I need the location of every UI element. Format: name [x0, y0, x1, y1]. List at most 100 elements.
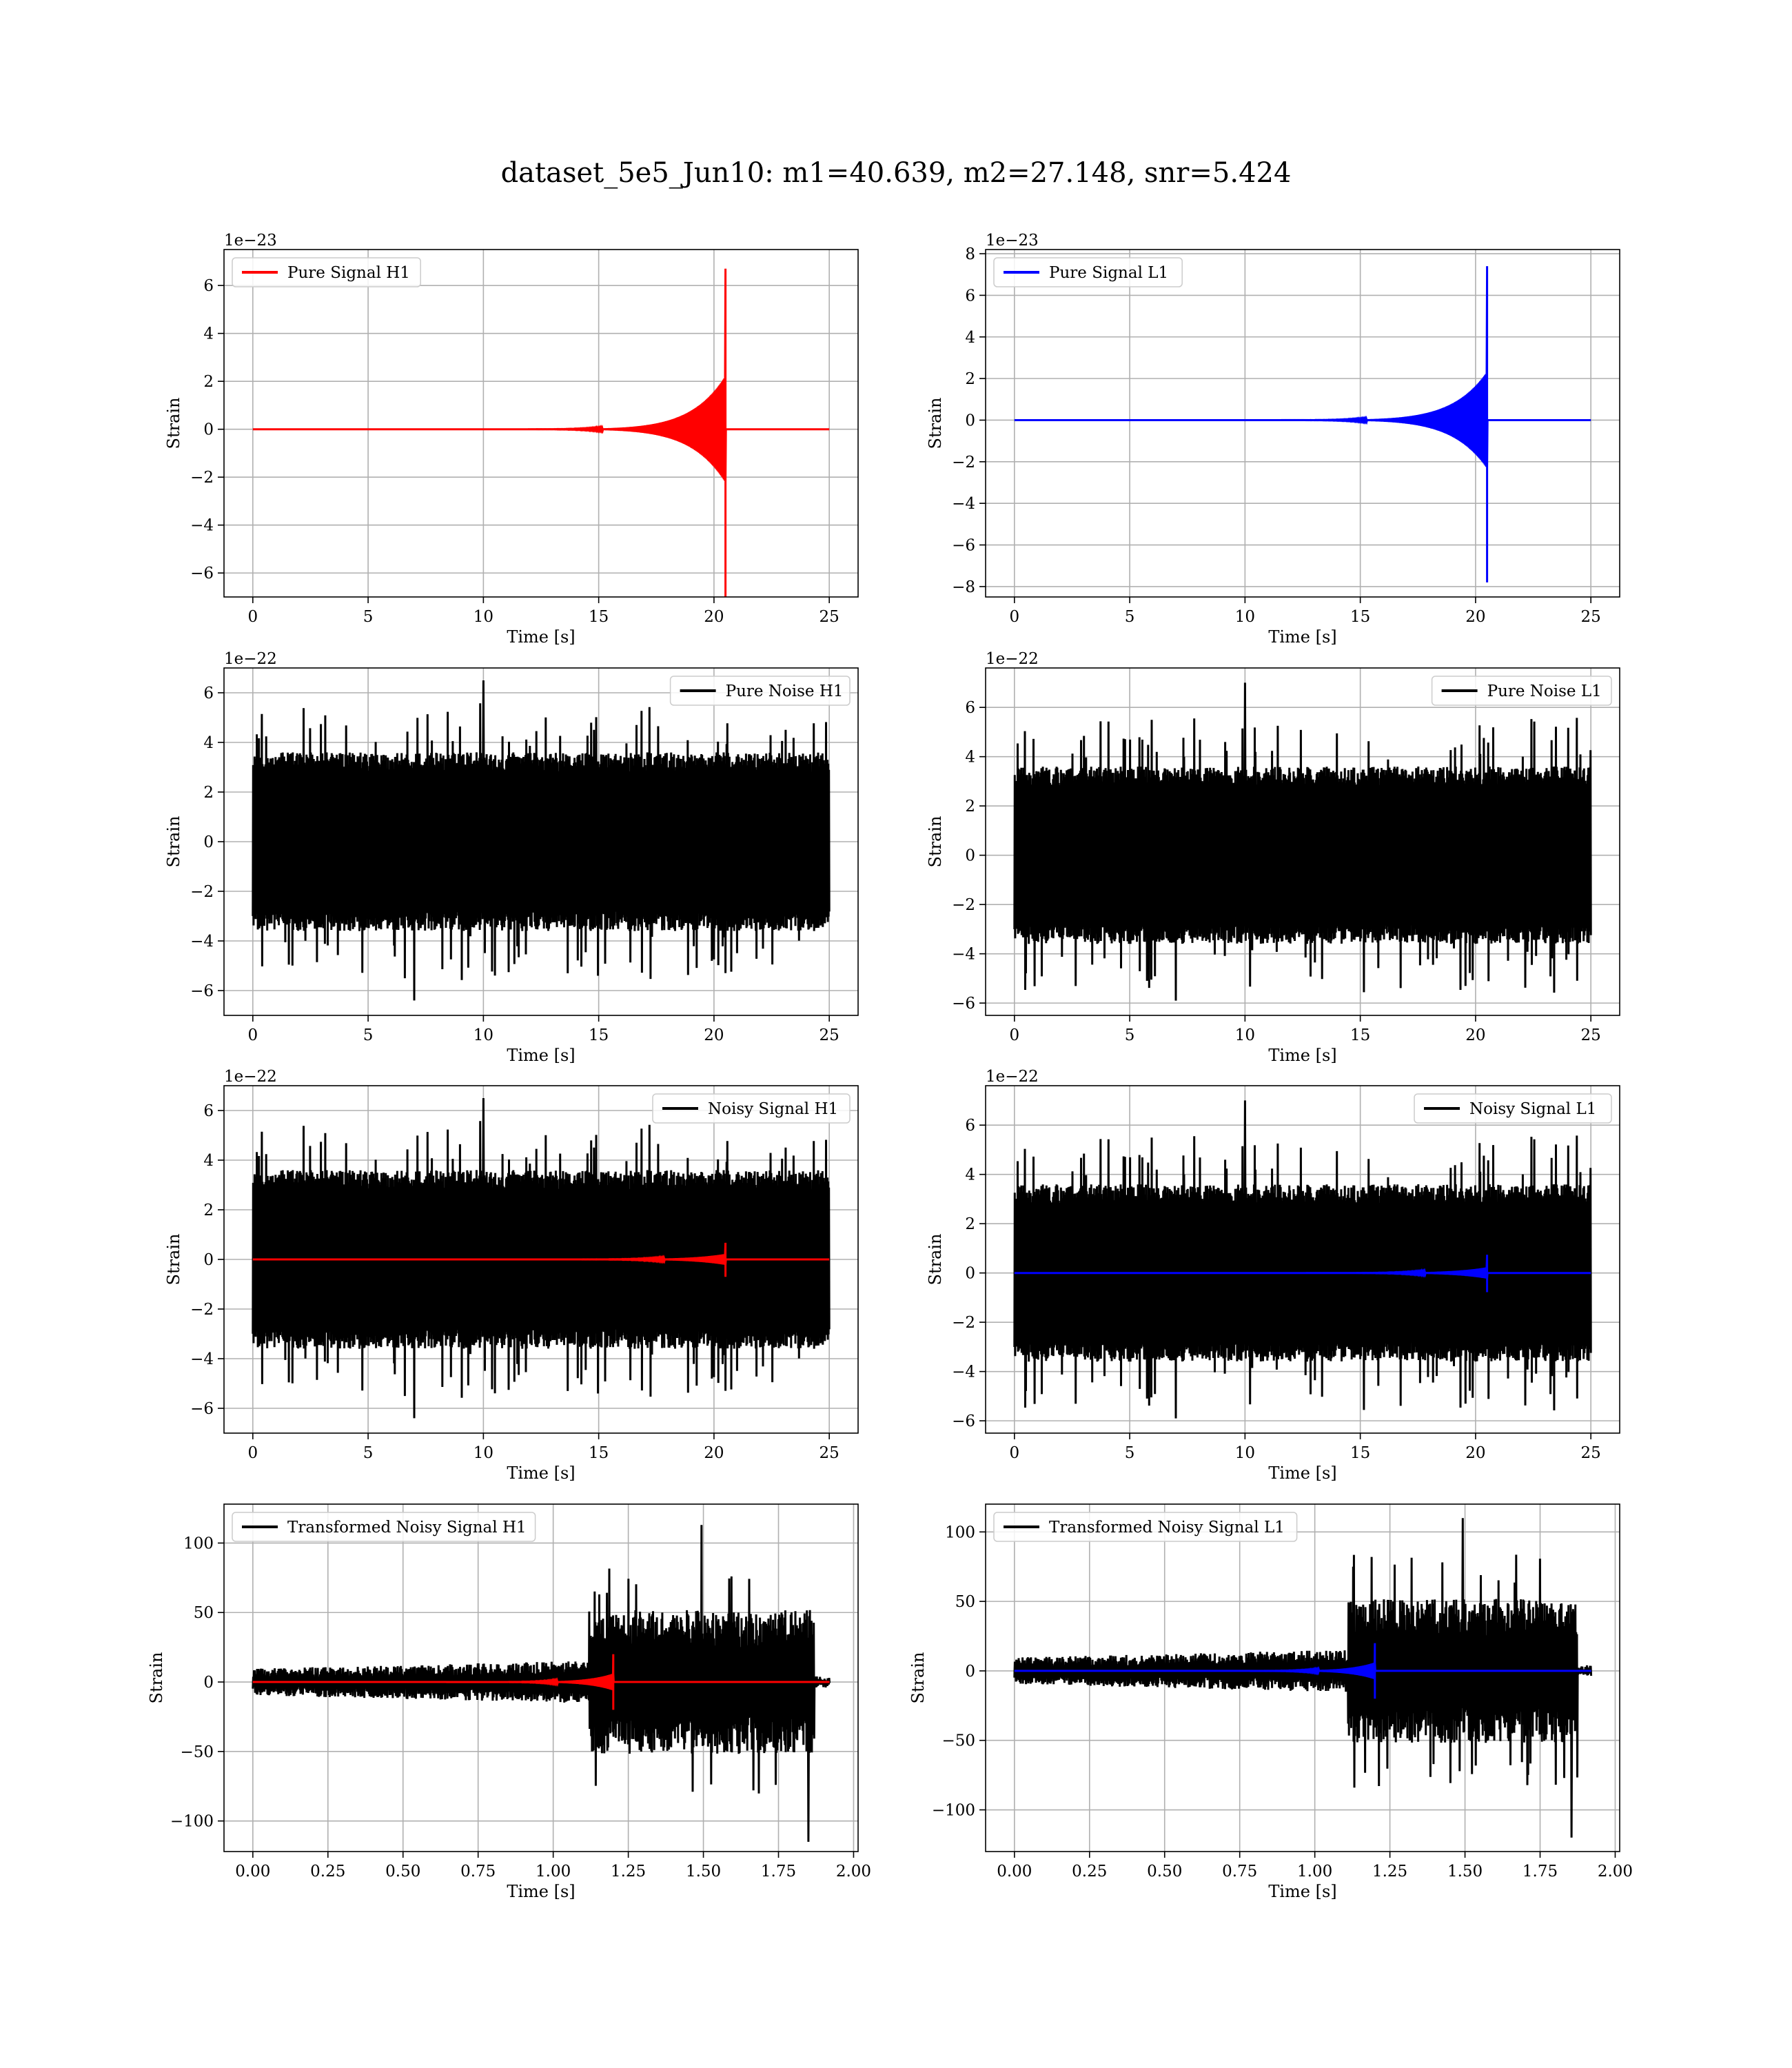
- legend: Transformed Noisy Signal H1: [232, 1512, 536, 1542]
- legend: Pure Signal H1: [232, 257, 421, 287]
- y-tick-label: −6: [190, 1400, 214, 1418]
- subplot-pure-noise-l1: 0 5 10 15 20 25 −6 −4 −2 0 2 4 6 Time [s] Strain 1e−22 P…: [926, 650, 1620, 1065]
- y-tick-label: 4: [203, 1152, 214, 1170]
- series-line: [252, 268, 830, 597]
- y-tick-label: −2: [952, 454, 975, 472]
- subplot-transformed-noisy-signal-l1: 0.00 0.25 0.50 0.75 1.00 1.25 1.50 1.75 2.00 −100…: [908, 1503, 1633, 1901]
- y-tick-label: −4: [190, 517, 214, 535]
- y-tick-label: 0: [203, 1251, 214, 1269]
- x-tick-label: 20: [704, 1026, 724, 1044]
- x-tick-label: 1.00: [1297, 1863, 1332, 1881]
- offset-text: 1e−22: [224, 1068, 277, 1086]
- y-tick-label: −6: [952, 1412, 975, 1430]
- legend-box: [993, 257, 1183, 287]
- y-tick-label: 0: [965, 1265, 975, 1283]
- offset-text: 1e−22: [986, 1068, 1039, 1086]
- y-tick-label: 2: [203, 373, 214, 391]
- x-tick-label: 5: [1125, 608, 1135, 626]
- y-tick-label: 6: [965, 699, 975, 717]
- y-tick-label: −2: [190, 883, 214, 901]
- legend-label: Noisy Signal L1: [1469, 1100, 1596, 1118]
- y-tick-label: −100: [932, 1802, 975, 1820]
- y-tick-label: −2: [190, 469, 214, 487]
- x-tick-label: 15: [589, 608, 609, 626]
- legend-box: [232, 1512, 536, 1542]
- y-tick-label: 4: [203, 325, 214, 343]
- plot-area: [252, 1097, 831, 1419]
- x-tick-label: 1.75: [761, 1863, 796, 1881]
- legend-label: Transformed Noisy Signal H1: [287, 1519, 527, 1537]
- x-tick-label: 5: [363, 608, 374, 626]
- y-tick-label: 4: [965, 329, 975, 347]
- x-axis-label: Time [s]: [507, 1882, 575, 1901]
- y-tick-label: −4: [190, 1350, 214, 1368]
- y-tick-label: 0: [203, 421, 214, 439]
- x-tick-label: 20: [1465, 1026, 1485, 1044]
- legend-box: [993, 1512, 1298, 1542]
- x-tick-label: 15: [1350, 608, 1370, 626]
- x-tick-label: 10: [1235, 608, 1255, 626]
- y-tick-label: 0: [203, 1674, 214, 1692]
- legend-label: Pure Noise H1: [726, 682, 844, 700]
- x-tick-label: 1.50: [686, 1863, 721, 1881]
- x-tick-label: 25: [819, 1026, 839, 1044]
- y-tick-label: −4: [952, 946, 975, 964]
- x-tick-label: 20: [704, 608, 724, 626]
- legend-box: [1431, 676, 1612, 706]
- legend: Pure Noise H1: [669, 676, 851, 706]
- legend-box: [1414, 1093, 1612, 1124]
- legend: Transformed Noisy Signal L1: [993, 1512, 1298, 1542]
- y-tick-label: 2: [965, 1215, 975, 1233]
- y-axis-label: Strain: [164, 398, 183, 449]
- y-tick-label: 4: [965, 749, 975, 767]
- x-tick-label: 1.00: [536, 1863, 571, 1881]
- x-tick-label: 0.25: [310, 1863, 345, 1881]
- x-tick-label: 0.50: [385, 1863, 420, 1881]
- figure-title: dataset_5e5_Jun10: m1=40.639, m2=27.148,…: [500, 157, 1292, 189]
- x-axis-label: Time [s]: [1268, 627, 1336, 647]
- plot-area: [1013, 682, 1592, 1001]
- subplot-noisy-signal-l1: 0 5 10 15 20 25 −6 −4 −2 0 2 4 6 Time [s] Strain 1e−22 N…: [926, 1068, 1620, 1483]
- x-axis-label: Time [s]: [507, 1463, 575, 1483]
- x-tick-label: 15: [589, 1444, 609, 1462]
- series-line: [252, 1242, 830, 1277]
- y-tick-label: 2: [203, 1202, 214, 1219]
- x-tick-label: 15: [1350, 1026, 1370, 1044]
- legend-label: Pure Signal H1: [287, 264, 410, 282]
- y-axis-label: Strain: [926, 398, 945, 449]
- y-tick-label: 0: [203, 833, 214, 851]
- x-tick-label: 10: [1235, 1444, 1255, 1462]
- y-tick-label: 6: [203, 1102, 214, 1120]
- plot-area: [1013, 1518, 1593, 1838]
- subplot-noisy-signal-h1: 0 5 10 15 20 25 −6 −4 −2 0 2 4 6 Time [s] Strain 1e−22 N…: [164, 1068, 859, 1483]
- y-tick-label: 100: [945, 1523, 975, 1541]
- legend: Pure Signal L1: [993, 257, 1183, 287]
- series-line: [1014, 1643, 1591, 1699]
- axes-frame: [985, 667, 1620, 1016]
- legend-box: [669, 676, 851, 706]
- series-line: [252, 1525, 831, 1842]
- y-tick-label: −6: [190, 565, 214, 582]
- x-axis-label: Time [s]: [507, 1046, 575, 1065]
- y-tick-label: 6: [203, 277, 214, 295]
- series-line: [1013, 1518, 1593, 1838]
- y-tick-label: −6: [952, 537, 975, 555]
- subplot-pure-noise-h1: 0 5 10 15 20 25 −6 −4 −2 0 2 4 6 Time [s] Strain 1e−22 P…: [164, 650, 859, 1065]
- series-line: [1013, 682, 1592, 1001]
- series-line: [252, 1654, 830, 1710]
- y-axis-label: Strain: [164, 1234, 183, 1286]
- legend: Noisy Signal L1: [1414, 1093, 1612, 1124]
- x-axis-label: Time [s]: [1268, 1463, 1336, 1483]
- axes-frame: [985, 249, 1620, 598]
- y-tick-label: 0: [965, 847, 975, 865]
- y-tick-label: 2: [965, 798, 975, 815]
- x-tick-label: 0.00: [235, 1863, 270, 1881]
- y-tick-label: −2: [190, 1301, 214, 1319]
- y-axis-label: Strain: [147, 1652, 166, 1704]
- y-tick-label: 0: [965, 1663, 975, 1681]
- x-tick-label: 0: [1009, 1444, 1019, 1462]
- series-line: [252, 680, 831, 1001]
- y-tick-label: −2: [952, 896, 975, 914]
- y-tick-label: 50: [194, 1604, 214, 1622]
- x-tick-label: 1.25: [1372, 1863, 1407, 1881]
